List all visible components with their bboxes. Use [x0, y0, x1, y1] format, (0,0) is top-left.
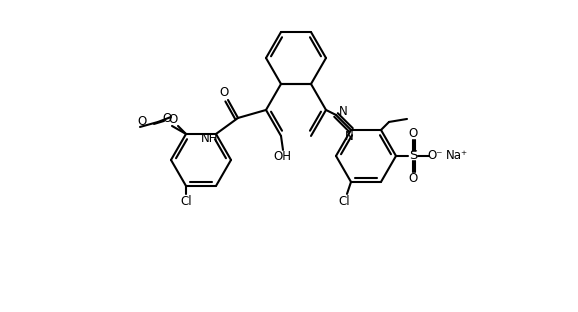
- Text: O: O: [138, 115, 147, 129]
- Text: O: O: [162, 112, 172, 125]
- Text: N: N: [339, 105, 347, 119]
- Text: S: S: [409, 149, 417, 163]
- Text: OH: OH: [273, 150, 291, 163]
- Text: O: O: [409, 173, 418, 185]
- Text: NH: NH: [201, 133, 218, 145]
- Text: Cl: Cl: [180, 195, 192, 208]
- Text: O: O: [409, 127, 418, 140]
- Text: Cl: Cl: [338, 195, 350, 208]
- Text: O: O: [168, 114, 177, 126]
- Text: O: O: [220, 86, 229, 100]
- Text: O⁻: O⁻: [427, 149, 443, 163]
- Text: Na⁺: Na⁺: [446, 149, 468, 163]
- Text: N: N: [344, 130, 353, 144]
